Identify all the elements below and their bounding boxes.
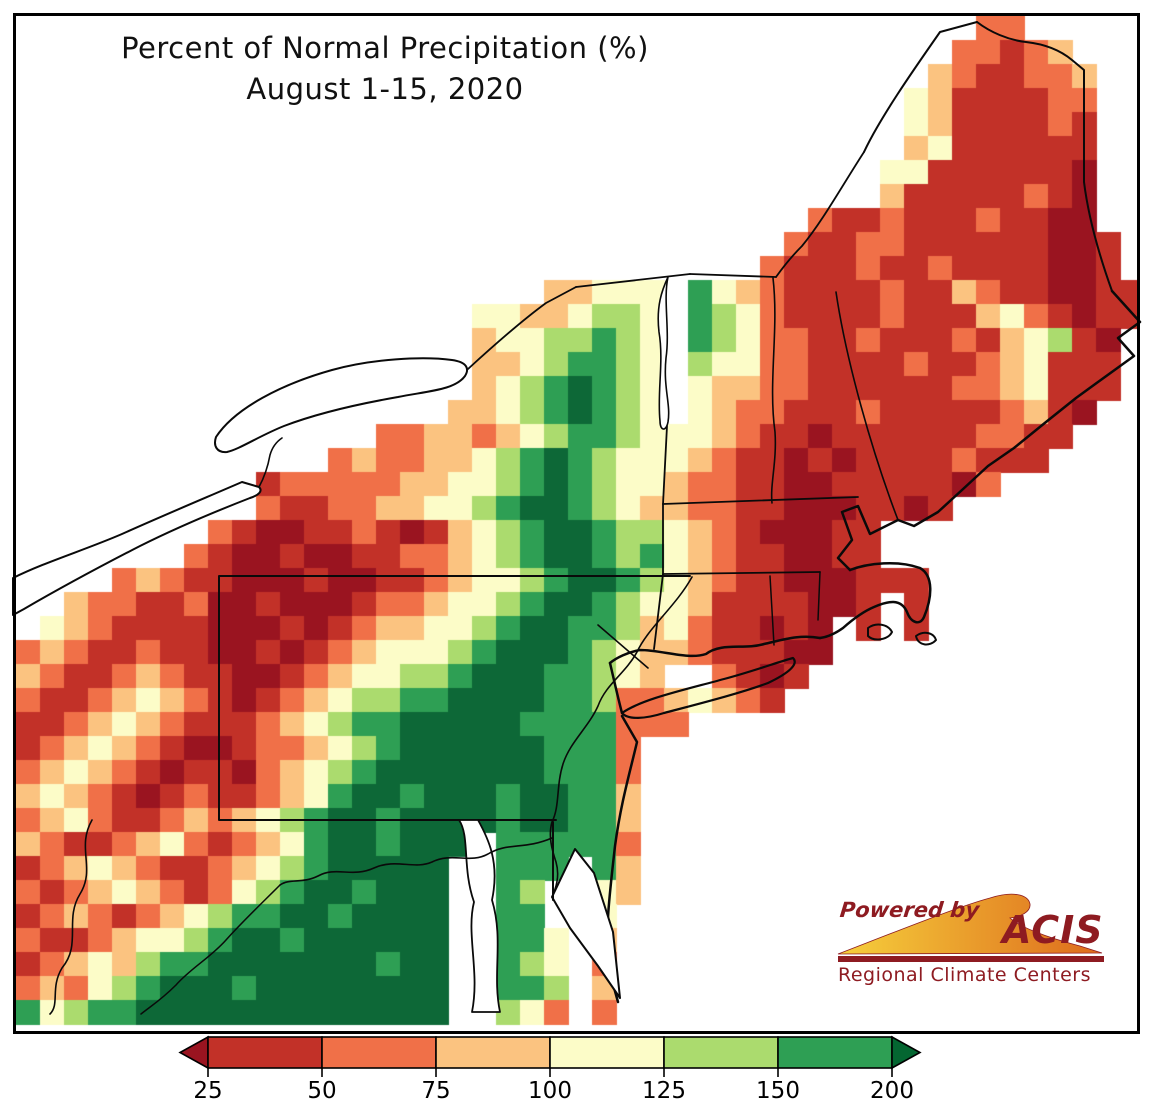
logo-divider [838,956,1104,962]
colorbar-segment [663,1036,779,1069]
logo-subtitle: Regional Climate Centers [838,964,1092,986]
colorbar-label-150: 150 [756,1078,800,1104]
acis-logo: Powered by ACIS Regional Climate Centers [830,890,1130,1000]
colorbar-label-50: 50 [307,1078,337,1104]
colorbar-label-25: 25 [193,1078,223,1104]
colorbar-segment [321,1036,437,1069]
title-line-2: August 1-15, 2020 [246,72,524,106]
colorbar-label-100: 100 [528,1078,572,1104]
colorbar-left-arrow [178,1035,209,1070]
colorbar-label-75: 75 [421,1078,451,1104]
colorbar-segment [777,1036,893,1069]
colorbar-right-arrow [891,1035,922,1070]
powered-by-label: Powered by [838,898,981,922]
title-line-1: Percent of Normal Precipitation (%) [121,31,649,65]
acis-swoosh-icon [837,893,1103,955]
map-frame [13,13,1140,1034]
colorbar-segment [549,1036,665,1069]
colorbar [178,1035,922,1077]
colorbar-segment [435,1036,551,1069]
acis-wordmark: ACIS [1002,908,1104,952]
colorbar-segment [207,1036,323,1069]
colorbar-label-200: 200 [870,1078,914,1104]
colorbar-label-125: 125 [642,1078,686,1104]
page-title: Percent of Normal Precipitation (%) Augu… [55,28,715,110]
